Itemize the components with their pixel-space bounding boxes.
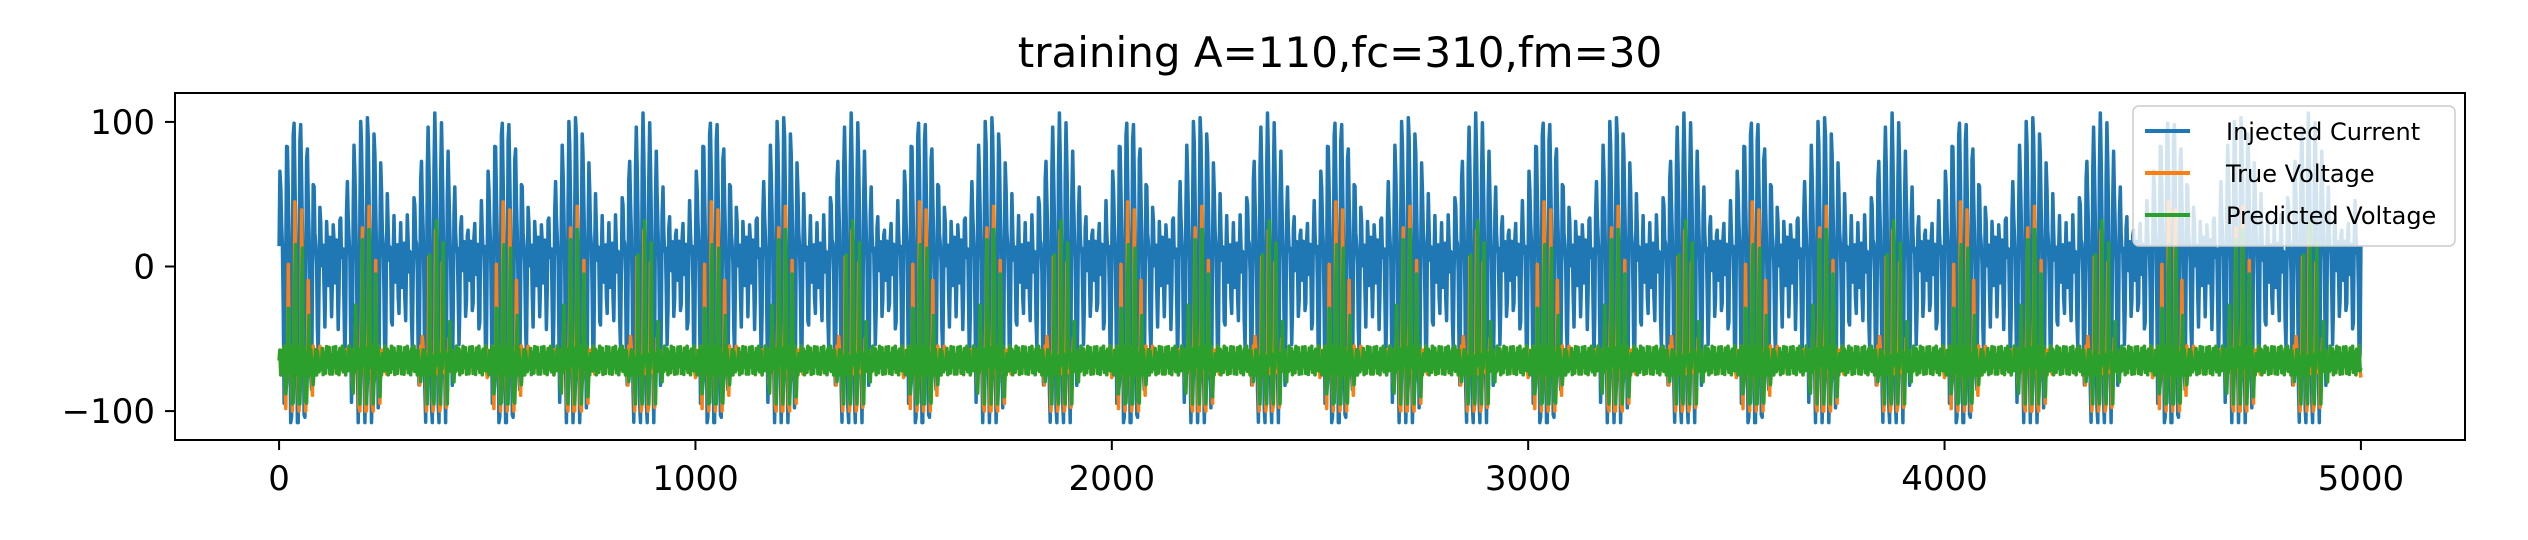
legend-box xyxy=(2132,105,2456,247)
series-line-injected-current xyxy=(277,111,2363,425)
series-layer xyxy=(277,111,2363,425)
chart-title: training A=110,fc=310,fm=30 xyxy=(1018,28,1662,77)
series-line-predicted-voltage xyxy=(277,219,2363,406)
y-tick-label: 100 xyxy=(90,103,155,143)
x-tick-label: 0 xyxy=(268,459,290,499)
y-tick-label: 0 xyxy=(133,248,155,288)
x-tick-label: 1000 xyxy=(652,459,739,499)
y-axis: 100 0 −100 xyxy=(62,103,175,432)
x-tick-label: 3000 xyxy=(1485,459,1572,499)
x-tick-label: 5000 xyxy=(2318,459,2405,499)
x-tick-label: 4000 xyxy=(1901,459,1988,499)
legend-label-injected-current: Injected Current xyxy=(2226,118,2420,146)
x-tick-label: 2000 xyxy=(1069,459,1156,499)
legend-label-true-voltage: True Voltage xyxy=(2225,160,2375,188)
legend: Injected Current True Voltage Predicted … xyxy=(2132,105,2456,247)
y-tick-label: −100 xyxy=(62,392,155,432)
x-axis: 0 1000 2000 3000 4000 5000 xyxy=(268,440,2404,499)
legend-label-predicted-voltage: Predicted Voltage xyxy=(2226,202,2436,230)
